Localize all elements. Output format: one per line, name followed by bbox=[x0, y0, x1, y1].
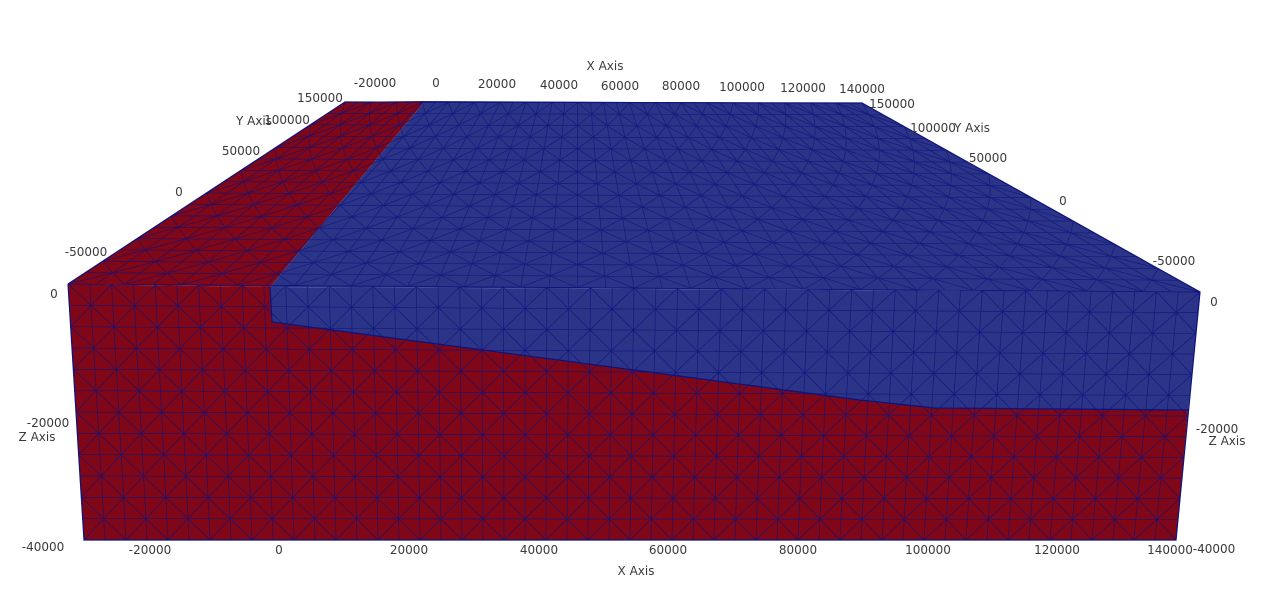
y-left-tick: 50000 bbox=[222, 144, 260, 158]
x-bottom-tick: 80000 bbox=[779, 543, 817, 557]
y-axis-right-title: Y Axis bbox=[953, 121, 990, 135]
z-axis-left-title: Z Axis bbox=[19, 430, 56, 444]
z-axis-right-ticks: 0 -20000 -40000 bbox=[1193, 295, 1239, 556]
x-bottom-tick: 140000 bbox=[1147, 543, 1193, 557]
x-bottom-tick: -20000 bbox=[129, 543, 172, 557]
y-left-tick: 150000 bbox=[297, 91, 343, 105]
x-top-tick: 140000 bbox=[839, 82, 885, 96]
z-right-tick: -40000 bbox=[1193, 542, 1236, 556]
x-bottom-tick: 0 bbox=[275, 543, 283, 557]
z-left-tick: 0 bbox=[50, 287, 58, 301]
box-outline bbox=[67, 101, 1201, 541]
y-right-tick: 150000 bbox=[869, 97, 915, 111]
x-top-tick: -20000 bbox=[354, 76, 397, 90]
x-top-tick: 100000 bbox=[719, 80, 765, 94]
interface-line bbox=[271, 321, 1189, 411]
x-top-tick: 40000 bbox=[540, 78, 578, 92]
z-left-tick: -20000 bbox=[27, 416, 70, 430]
x-axis-top-ticks: -20000 0 20000 40000 60000 80000 100000 … bbox=[354, 76, 885, 96]
z-right-tick: 0 bbox=[1210, 295, 1218, 309]
x-bottom-tick: 100000 bbox=[905, 543, 951, 557]
y-axis-left-ticks: 150000 100000 50000 0 -50000 bbox=[65, 91, 343, 259]
y-axis-left-title: Y Axis bbox=[235, 114, 272, 128]
x-axis-bottom-title: X Axis bbox=[618, 564, 655, 578]
front-face-blue-region bbox=[270, 287, 1200, 410]
vertical-edge bbox=[269, 286, 273, 323]
z-axis-right-title: Z Axis bbox=[1209, 434, 1246, 448]
y-left-tick: 0 bbox=[175, 185, 183, 199]
x-top-tick: 120000 bbox=[780, 81, 826, 95]
y-axis-right-ticks: 150000 100000 50000 0 -50000 bbox=[869, 97, 1195, 268]
x-top-tick: 60000 bbox=[601, 79, 639, 93]
x-top-tick: 20000 bbox=[478, 77, 516, 91]
x-top-tick: 80000 bbox=[662, 79, 700, 93]
x-bottom-tick: 20000 bbox=[390, 543, 428, 557]
z-axis-left-ticks: 0 -20000 -40000 bbox=[22, 287, 70, 554]
x-bottom-tick: 120000 bbox=[1034, 543, 1080, 557]
x-axis-bottom-ticks: -20000 0 20000 40000 60000 80000 100000 … bbox=[129, 543, 1193, 557]
mesh-face-grid bbox=[67, 283, 1201, 541]
y-right-tick: 50000 bbox=[969, 151, 1007, 165]
x-axis-top-title: X Axis bbox=[587, 59, 624, 73]
x-top-tick: 0 bbox=[432, 76, 440, 90]
z-right-tick: -20000 bbox=[1196, 422, 1239, 436]
x-bottom-tick: 60000 bbox=[649, 543, 687, 557]
y-left-tick: 100000 bbox=[264, 113, 310, 127]
y-right-tick: 100000 bbox=[910, 121, 956, 135]
y-left-tick: -50000 bbox=[65, 245, 108, 259]
y-right-tick: -50000 bbox=[1153, 254, 1196, 268]
y-right-tick: 0 bbox=[1059, 194, 1067, 208]
x-bottom-tick: 40000 bbox=[520, 543, 558, 557]
z-left-tick: -40000 bbox=[22, 540, 65, 554]
